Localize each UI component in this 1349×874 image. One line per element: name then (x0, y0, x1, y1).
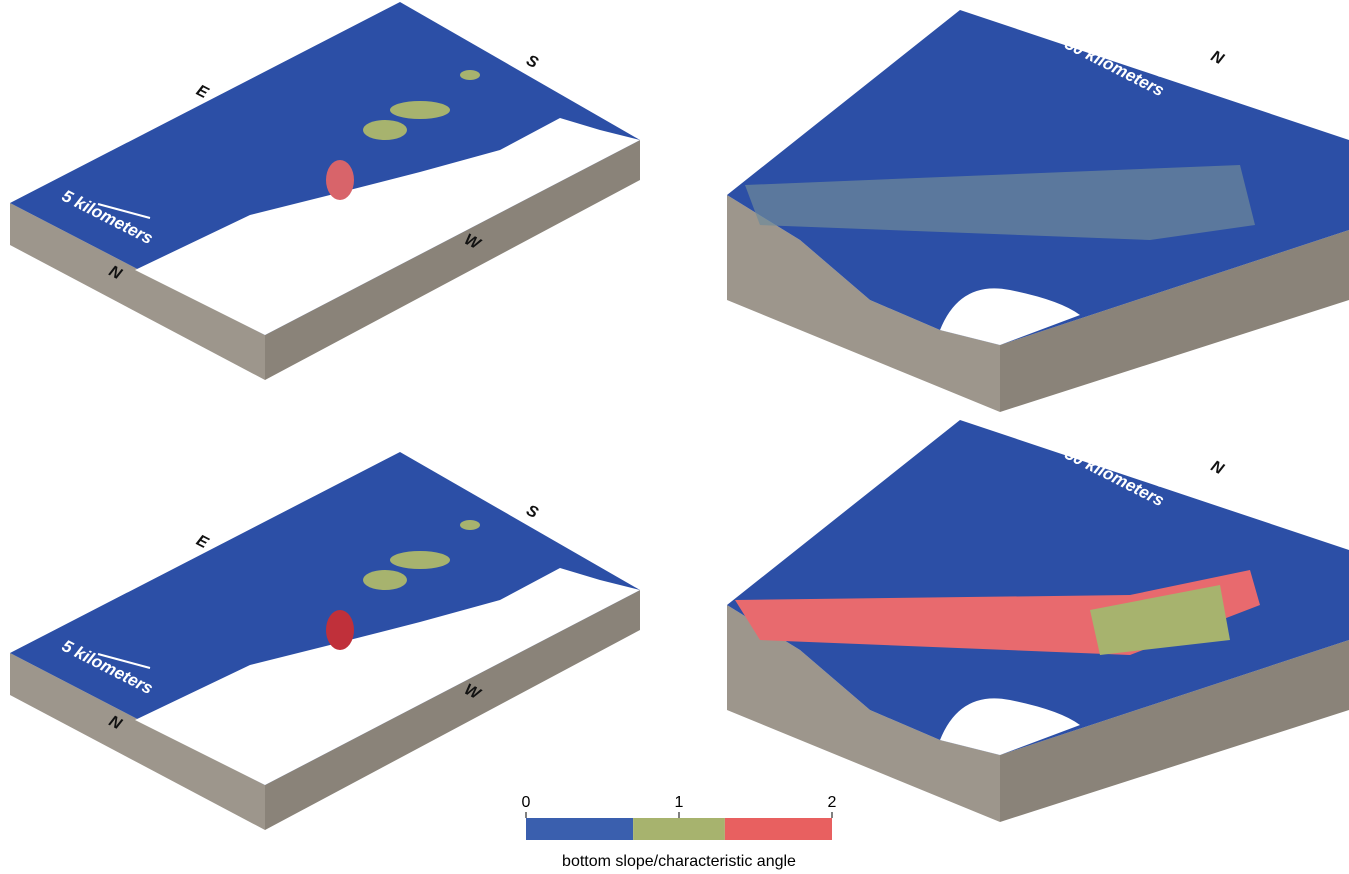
direction-label: S (523, 502, 541, 522)
colorbar-segment (526, 818, 633, 840)
block-panel-3: E S W N 5 kilometers (10, 452, 640, 830)
direction-label: N (1208, 48, 1226, 69)
slope-patch (390, 551, 450, 569)
slope-patch (460, 70, 480, 80)
slope-patch (363, 120, 407, 140)
figure: E S W N 5 kilometers 50 kilometers N E S… (0, 0, 1349, 874)
colorbar: bottom slope/characteristic angle 0 1 2 (522, 794, 837, 870)
block-panel-4: 50 kilometers N (727, 420, 1349, 822)
slope-patch (326, 160, 354, 200)
direction-label: N (1208, 458, 1226, 479)
block-panel-1: E S W N 5 kilometers (10, 2, 640, 380)
block-panel-2: 50 kilometers N (727, 10, 1349, 412)
direction-label: E (193, 82, 211, 103)
colorbar-segment (725, 818, 832, 840)
direction-label: E (193, 532, 211, 553)
colorbar-title: bottom slope/characteristic angle (562, 853, 796, 870)
slope-patch (460, 520, 480, 530)
colorbar-tick-label: 0 (522, 794, 531, 811)
colorbar-tick-label: 1 (675, 794, 684, 811)
slope-patch (390, 101, 450, 119)
slope-patch (326, 610, 354, 650)
direction-label: S (523, 52, 541, 72)
colorbar-tick-label: 2 (828, 794, 837, 811)
slope-patch (363, 570, 407, 590)
colorbar-segment (633, 818, 725, 840)
